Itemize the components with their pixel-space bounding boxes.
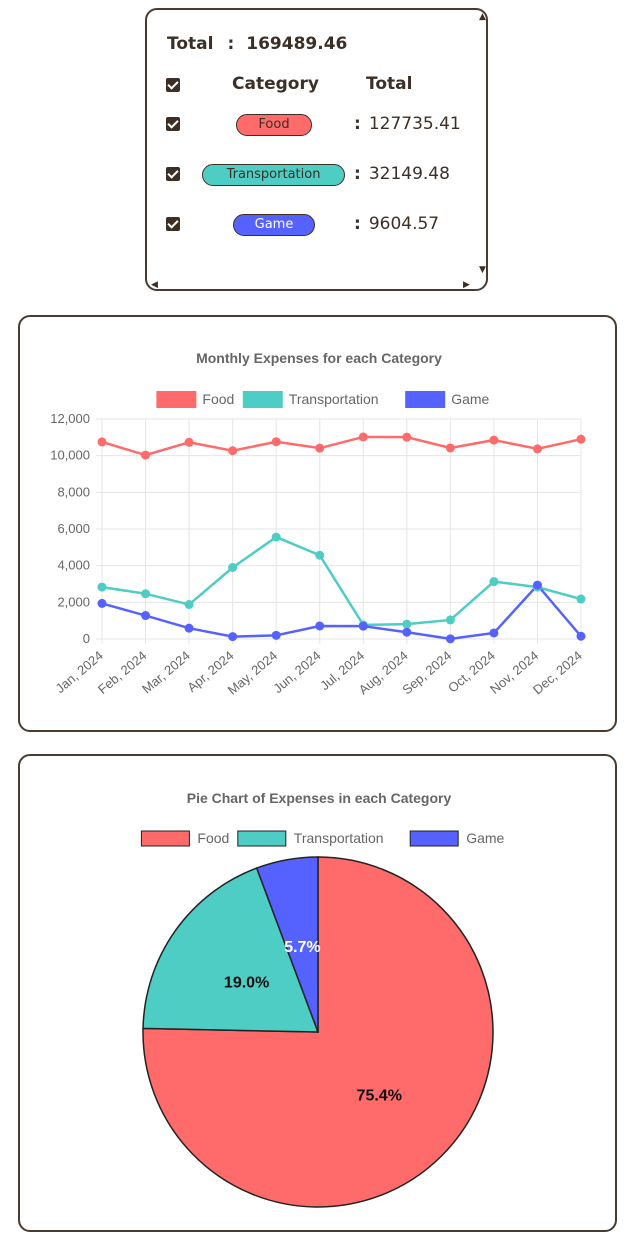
legend-swatch-game [405, 391, 446, 408]
pie-value-label-transportation: 19.0% [224, 974, 269, 991]
data-point-transportation [228, 563, 238, 572]
food-colon: : [354, 114, 361, 134]
pie-chart-title: Pie Chart of Expenses in each Category [187, 790, 452, 806]
legend-label-transportation: Transportation [289, 391, 379, 407]
data-point-food [315, 443, 325, 453]
data-point-transportation [315, 550, 325, 560]
data-point-game [271, 630, 281, 640]
category-pill-food: Food [236, 114, 312, 136]
legend-label-game: Game [466, 830, 504, 846]
data-point-transportation [184, 600, 194, 610]
x-tick-label: Sep, 2024 [399, 648, 454, 698]
series-line-game [101, 583, 582, 641]
y-tick-label: 0 [83, 631, 90, 646]
data-point-food [271, 437, 281, 447]
data-point-food [228, 446, 238, 456]
pie-slice-game [255, 856, 319, 1033]
grand-total: Total:169489.46 [167, 34, 347, 54]
series-line-food [101, 435, 582, 457]
food-total: :127735.41 [354, 114, 461, 134]
data-point-transportation [402, 619, 412, 629]
legend-label-food: Food [202, 391, 234, 407]
pie-value-label-food: 75.4% [357, 1087, 402, 1104]
data-point-game [576, 631, 586, 641]
game-value: 9604.57 [368, 214, 440, 234]
data-point-game [358, 621, 368, 631]
x-tick-label: Jun, 2024 [270, 648, 323, 696]
pie-chart: Pie Chart of Expenses in each Category Fo… [140, 790, 505, 1208]
legend-swatch-food [140, 830, 190, 847]
data-point-food [576, 434, 586, 444]
game-colon: : [354, 214, 361, 234]
y-tick-label: 4,000 [57, 558, 90, 573]
game-total: :9604.57 [354, 214, 439, 234]
data-point-transportation [445, 615, 455, 625]
legend-swatch-food [156, 391, 197, 408]
data-point-transportation [141, 589, 151, 599]
data-point-game [489, 628, 499, 638]
data-point-transportation [97, 582, 107, 592]
transportation-colon: : [354, 164, 361, 184]
data-point-transportation [271, 532, 281, 542]
total-value: 169489.46 [246, 34, 348, 54]
data-point-food [358, 432, 368, 442]
legend-swatch-game [409, 830, 459, 847]
data-point-game [184, 623, 194, 633]
y-tick-label: 6,000 [57, 521, 90, 536]
transportation-value: 32149.48 [368, 164, 450, 184]
pie-value-label-game: 5.7% [284, 939, 320, 956]
legend-swatch-transportation [242, 391, 283, 408]
data-point-food [141, 450, 151, 460]
transportation-checkbox[interactable] [166, 167, 180, 181]
x-tick-label: Mar, 2024 [139, 648, 193, 697]
y-tick-label: 2,000 [57, 594, 90, 609]
data-point-food [532, 444, 542, 454]
data-point-food [97, 437, 107, 447]
data-point-game [141, 611, 151, 621]
total-label: Total [167, 34, 214, 54]
game-checkbox[interactable] [166, 217, 180, 231]
data-point-transportation [489, 577, 499, 587]
legend-swatch-transportation [237, 830, 287, 847]
data-point-game [445, 634, 455, 644]
series-line-transportation [101, 535, 582, 627]
total-colon: : [227, 34, 235, 54]
select-all-checkbox[interactable] [166, 78, 180, 92]
data-point-food [184, 437, 194, 447]
y-tick-label: 12,000 [50, 411, 90, 426]
category-pill-transportation: Transportation [202, 164, 345, 186]
legend-label-game: Game [451, 391, 489, 407]
y-tick-label: 10,000 [50, 448, 90, 463]
data-point-food [445, 443, 455, 453]
legend-label-transportation: Transportation [294, 830, 384, 846]
line-chart-title: Monthly Expenses for each Category [196, 350, 442, 366]
legend-label-food: Food [197, 830, 229, 846]
data-point-game [97, 598, 107, 608]
scroll-left-arrow-icon[interactable]: ◀ [151, 280, 158, 290]
header-category: Category [232, 74, 319, 94]
line-chart: Monthly Expenses for each Category Food Tr… [50, 350, 586, 698]
data-point-game [402, 627, 412, 637]
pie-chart-card: Pie Chart of Expenses in each Category Fo… [18, 754, 617, 1232]
x-tick-label: Dec, 2024 [530, 648, 585, 698]
data-point-game [228, 632, 238, 642]
category-pill-game: Game [233, 214, 315, 236]
y-tick-label: 8,000 [57, 484, 90, 499]
summary-card[interactable]: Total:169489.46 Category Total Food :127… [145, 8, 488, 291]
scroll-right-arrow-icon[interactable]: ▶ [463, 280, 470, 290]
data-point-game [532, 580, 542, 590]
data-point-game [315, 621, 325, 631]
header-total: Total [366, 74, 413, 94]
scroll-up-arrow-icon[interactable]: ▲ [479, 12, 486, 22]
x-tick-label: Feb, 2024 [95, 648, 149, 697]
food-checkbox[interactable] [166, 117, 180, 131]
scroll-down-arrow-icon[interactable]: ▼ [479, 265, 486, 275]
transportation-total: :32149.48 [354, 164, 450, 184]
data-point-food [489, 435, 499, 445]
data-point-transportation [576, 594, 586, 604]
data-point-food [402, 432, 412, 442]
line-chart-card: Monthly Expenses for each Category Food Tr… [18, 315, 617, 732]
pie-slice-transportation [142, 867, 320, 1033]
food-value: 127735.41 [368, 114, 461, 134]
